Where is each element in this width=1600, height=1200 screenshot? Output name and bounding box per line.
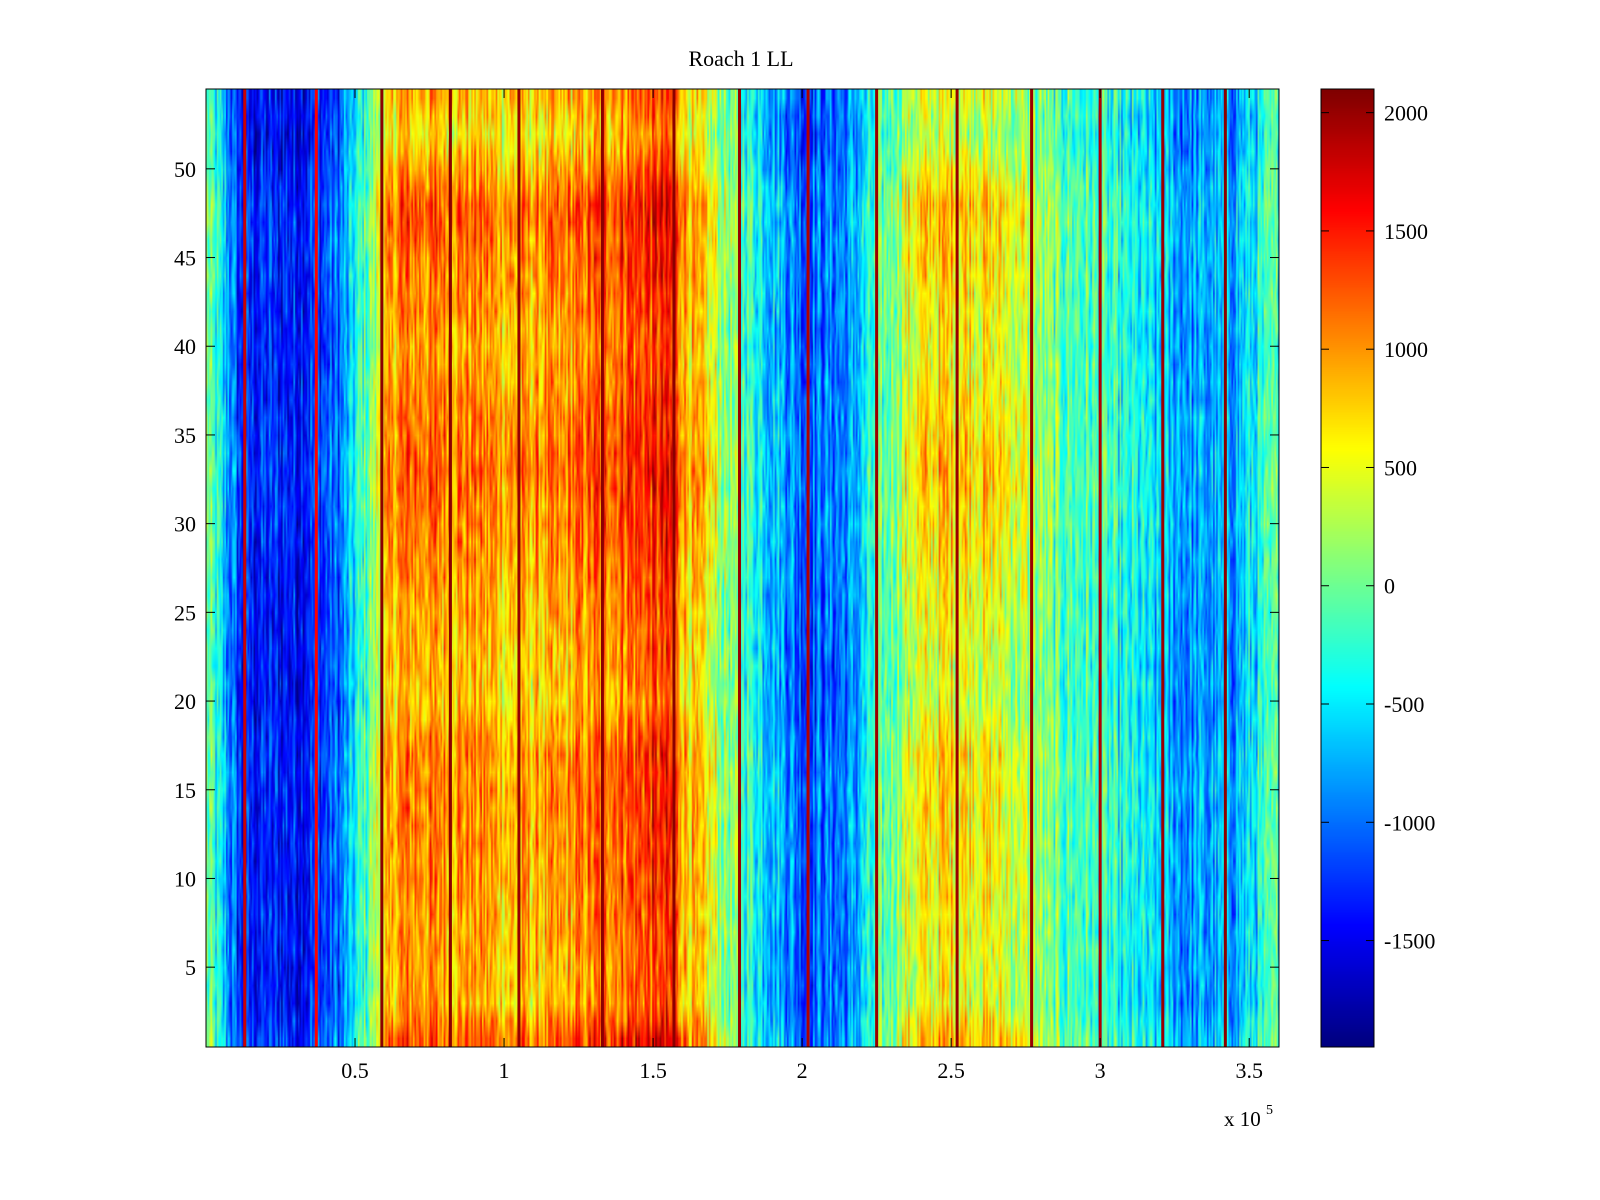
y-tick-label-2: 10	[174, 866, 196, 891]
spike-column-12	[1030, 89, 1034, 1047]
colorbar-tick-label-8: -1500	[1384, 929, 1435, 954]
x-axis-exponent: x 10 5	[1224, 1103, 1273, 1131]
x-tick-label-3: 1.5	[639, 1058, 667, 1083]
spike-column-5	[517, 89, 521, 1047]
x-tick-label-5: 2.5	[937, 1058, 965, 1083]
x-tick-label-2: 1	[499, 1058, 510, 1083]
y-tick-label-5: 25	[174, 600, 196, 625]
y-tick-label-4: 20	[174, 689, 196, 714]
plot-area	[205, 88, 1280, 1048]
spike-column-6	[600, 89, 604, 1047]
colorbar-tick-label-5: 0	[1384, 574, 1395, 599]
colorbar-gradient	[1321, 89, 1374, 1047]
plot-frame	[205, 88, 1280, 1048]
colorbar-tick-label-7: -1000	[1384, 810, 1435, 835]
spike-column-14	[1161, 89, 1165, 1047]
y-tick-label-1: 5	[185, 955, 196, 980]
y-tick-label-3: 15	[174, 778, 196, 803]
colorbar-tick-label-3: 1000	[1384, 337, 1428, 362]
colorbar-frame	[1320, 88, 1375, 1048]
spike-column-10	[875, 89, 879, 1047]
y-tick-label-8: 40	[174, 334, 196, 359]
x-axis-exponent-power: 5	[1266, 1103, 1273, 1118]
spike-column-3	[380, 89, 384, 1047]
heatmap-cells	[206, 89, 1279, 1047]
y-axis: 5 10 15 20 25 30 35 40 45 50	[174, 157, 1279, 980]
spike-column-1	[243, 89, 247, 1047]
y-tick-label-6: 30	[174, 512, 196, 537]
y-tick-label-9: 45	[174, 246, 196, 271]
x-axis-exponent-base: x 10	[1224, 1107, 1261, 1131]
x-tick-label-4: 2	[797, 1058, 808, 1083]
x-tick-label-7: 3.5	[1235, 1058, 1263, 1083]
spike-column-4	[448, 89, 452, 1047]
spike-column-8	[738, 89, 742, 1047]
colorbar-ticks: 2000 1500 1000 500 0 -500 -1000 -1500	[1321, 101, 1435, 954]
colorbar: 2000 1500 1000 500 0 -500 -1000 -1500	[1320, 88, 1435, 1048]
colorbar-tick-label-1: 2000	[1384, 101, 1428, 126]
spike-column-15	[1223, 89, 1227, 1047]
colorbar-tick-label-4: 500	[1384, 455, 1417, 480]
spike-column-11	[955, 89, 959, 1047]
x-tick-label-1: 0.5	[341, 1058, 369, 1083]
spike-column-13	[1098, 89, 1102, 1047]
y-tick-label-7: 35	[174, 423, 196, 448]
x-axis: 0.5 1 1.5 2 2.5 3 3.5	[341, 89, 1263, 1083]
colorbar-tick-label-2: 1500	[1384, 219, 1428, 244]
spike-column-7	[672, 89, 676, 1047]
spike-lines	[243, 89, 1227, 1047]
spike-column-9	[806, 89, 810, 1047]
chart-title: Roach 1 LL	[688, 46, 793, 71]
x-tick-label-6: 3	[1095, 1058, 1106, 1083]
colorbar-tick-label-6: -500	[1384, 692, 1424, 717]
y-tick-label-10: 50	[174, 157, 196, 182]
spike-column-2	[314, 89, 318, 1047]
